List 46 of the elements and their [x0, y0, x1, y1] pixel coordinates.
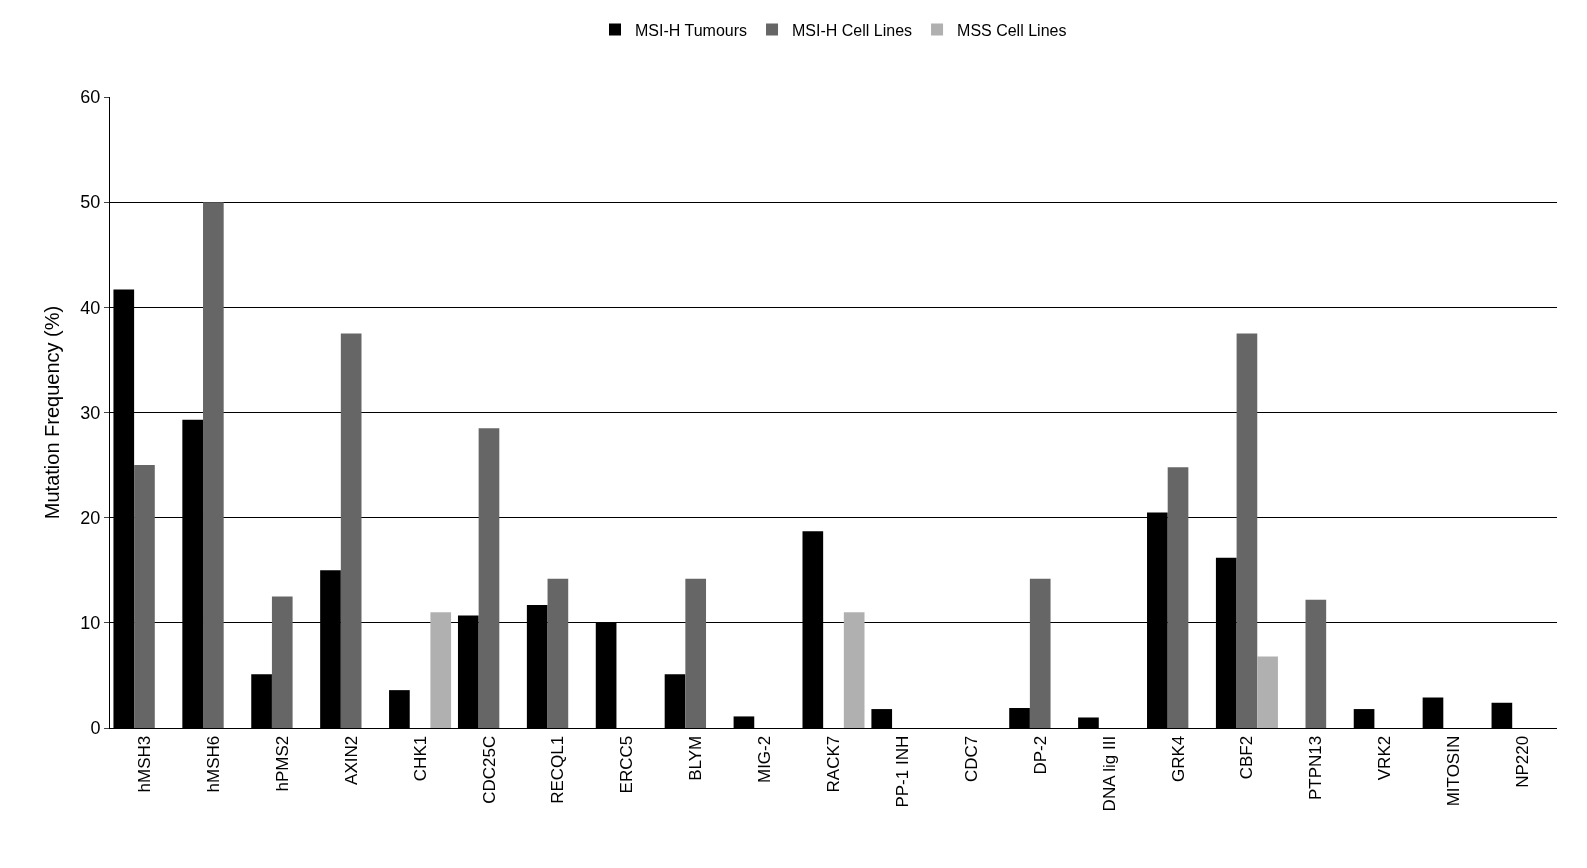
- x-tick-label: PP-1 INH: [892, 735, 912, 808]
- y-tick-label: 20: [80, 507, 101, 528]
- x-tick-label: RACK7: [824, 735, 844, 793]
- x-tick-label: ERCC5: [617, 735, 637, 794]
- y-tick-label: 40: [80, 297, 101, 318]
- x-tick-label: NP220: [1513, 735, 1533, 788]
- x-tick-label: PTPN13: [1306, 735, 1326, 801]
- x-tick-label: AXIN2: [341, 735, 361, 785]
- legend-label: MSS Cell Lines: [957, 21, 1067, 39]
- bar: [685, 578, 707, 728]
- x-tick-label: VRK2: [1375, 735, 1395, 781]
- x-tick-label: MIG-2: [755, 735, 775, 784]
- bar: [1029, 578, 1051, 728]
- x-tick-label: RECQL1: [548, 735, 568, 804]
- bar: [271, 596, 293, 728]
- x-tick-label: DNA lig III: [1099, 735, 1119, 812]
- legend-label: MSI-H Tumours: [635, 21, 748, 39]
- bar: [547, 578, 569, 728]
- x-tick-label: BLYM: [686, 735, 706, 781]
- bar: [430, 612, 452, 728]
- bar: [134, 465, 155, 728]
- bar: [1305, 599, 1327, 728]
- x-tick-label: CHK1: [410, 735, 430, 782]
- x-tick-label: CDC25C: [479, 735, 499, 804]
- x-tick-label: CBF2: [1237, 735, 1257, 780]
- x-tick-label: GRK4: [1168, 735, 1188, 783]
- x-tick-label: MITOSIN: [1444, 735, 1464, 807]
- x-tick-label: hPMS2: [272, 735, 292, 792]
- legend-label: MSI-H Cell Lines: [792, 21, 913, 39]
- bar: [1257, 656, 1278, 728]
- x-tick-label: CDC7: [961, 735, 981, 783]
- bar: [1167, 467, 1189, 728]
- y-tick-label: 10: [80, 613, 101, 634]
- x-tick-label: hMSH6: [203, 735, 223, 793]
- bar: [843, 612, 865, 728]
- bar: [203, 202, 224, 728]
- bar: [478, 428, 500, 728]
- y-tick-label: 30: [80, 402, 101, 423]
- y-tick-label: 60: [80, 87, 101, 108]
- bar: [340, 333, 362, 728]
- bar: [1236, 333, 1258, 728]
- x-tick-label: hMSH3: [134, 735, 154, 793]
- y-tick-label: 0: [90, 718, 101, 739]
- y-tick-label: 50: [80, 192, 101, 213]
- x-tick-label: DP-2: [1030, 735, 1050, 775]
- y-axis-title: Mutation Frequency (%): [40, 305, 63, 520]
